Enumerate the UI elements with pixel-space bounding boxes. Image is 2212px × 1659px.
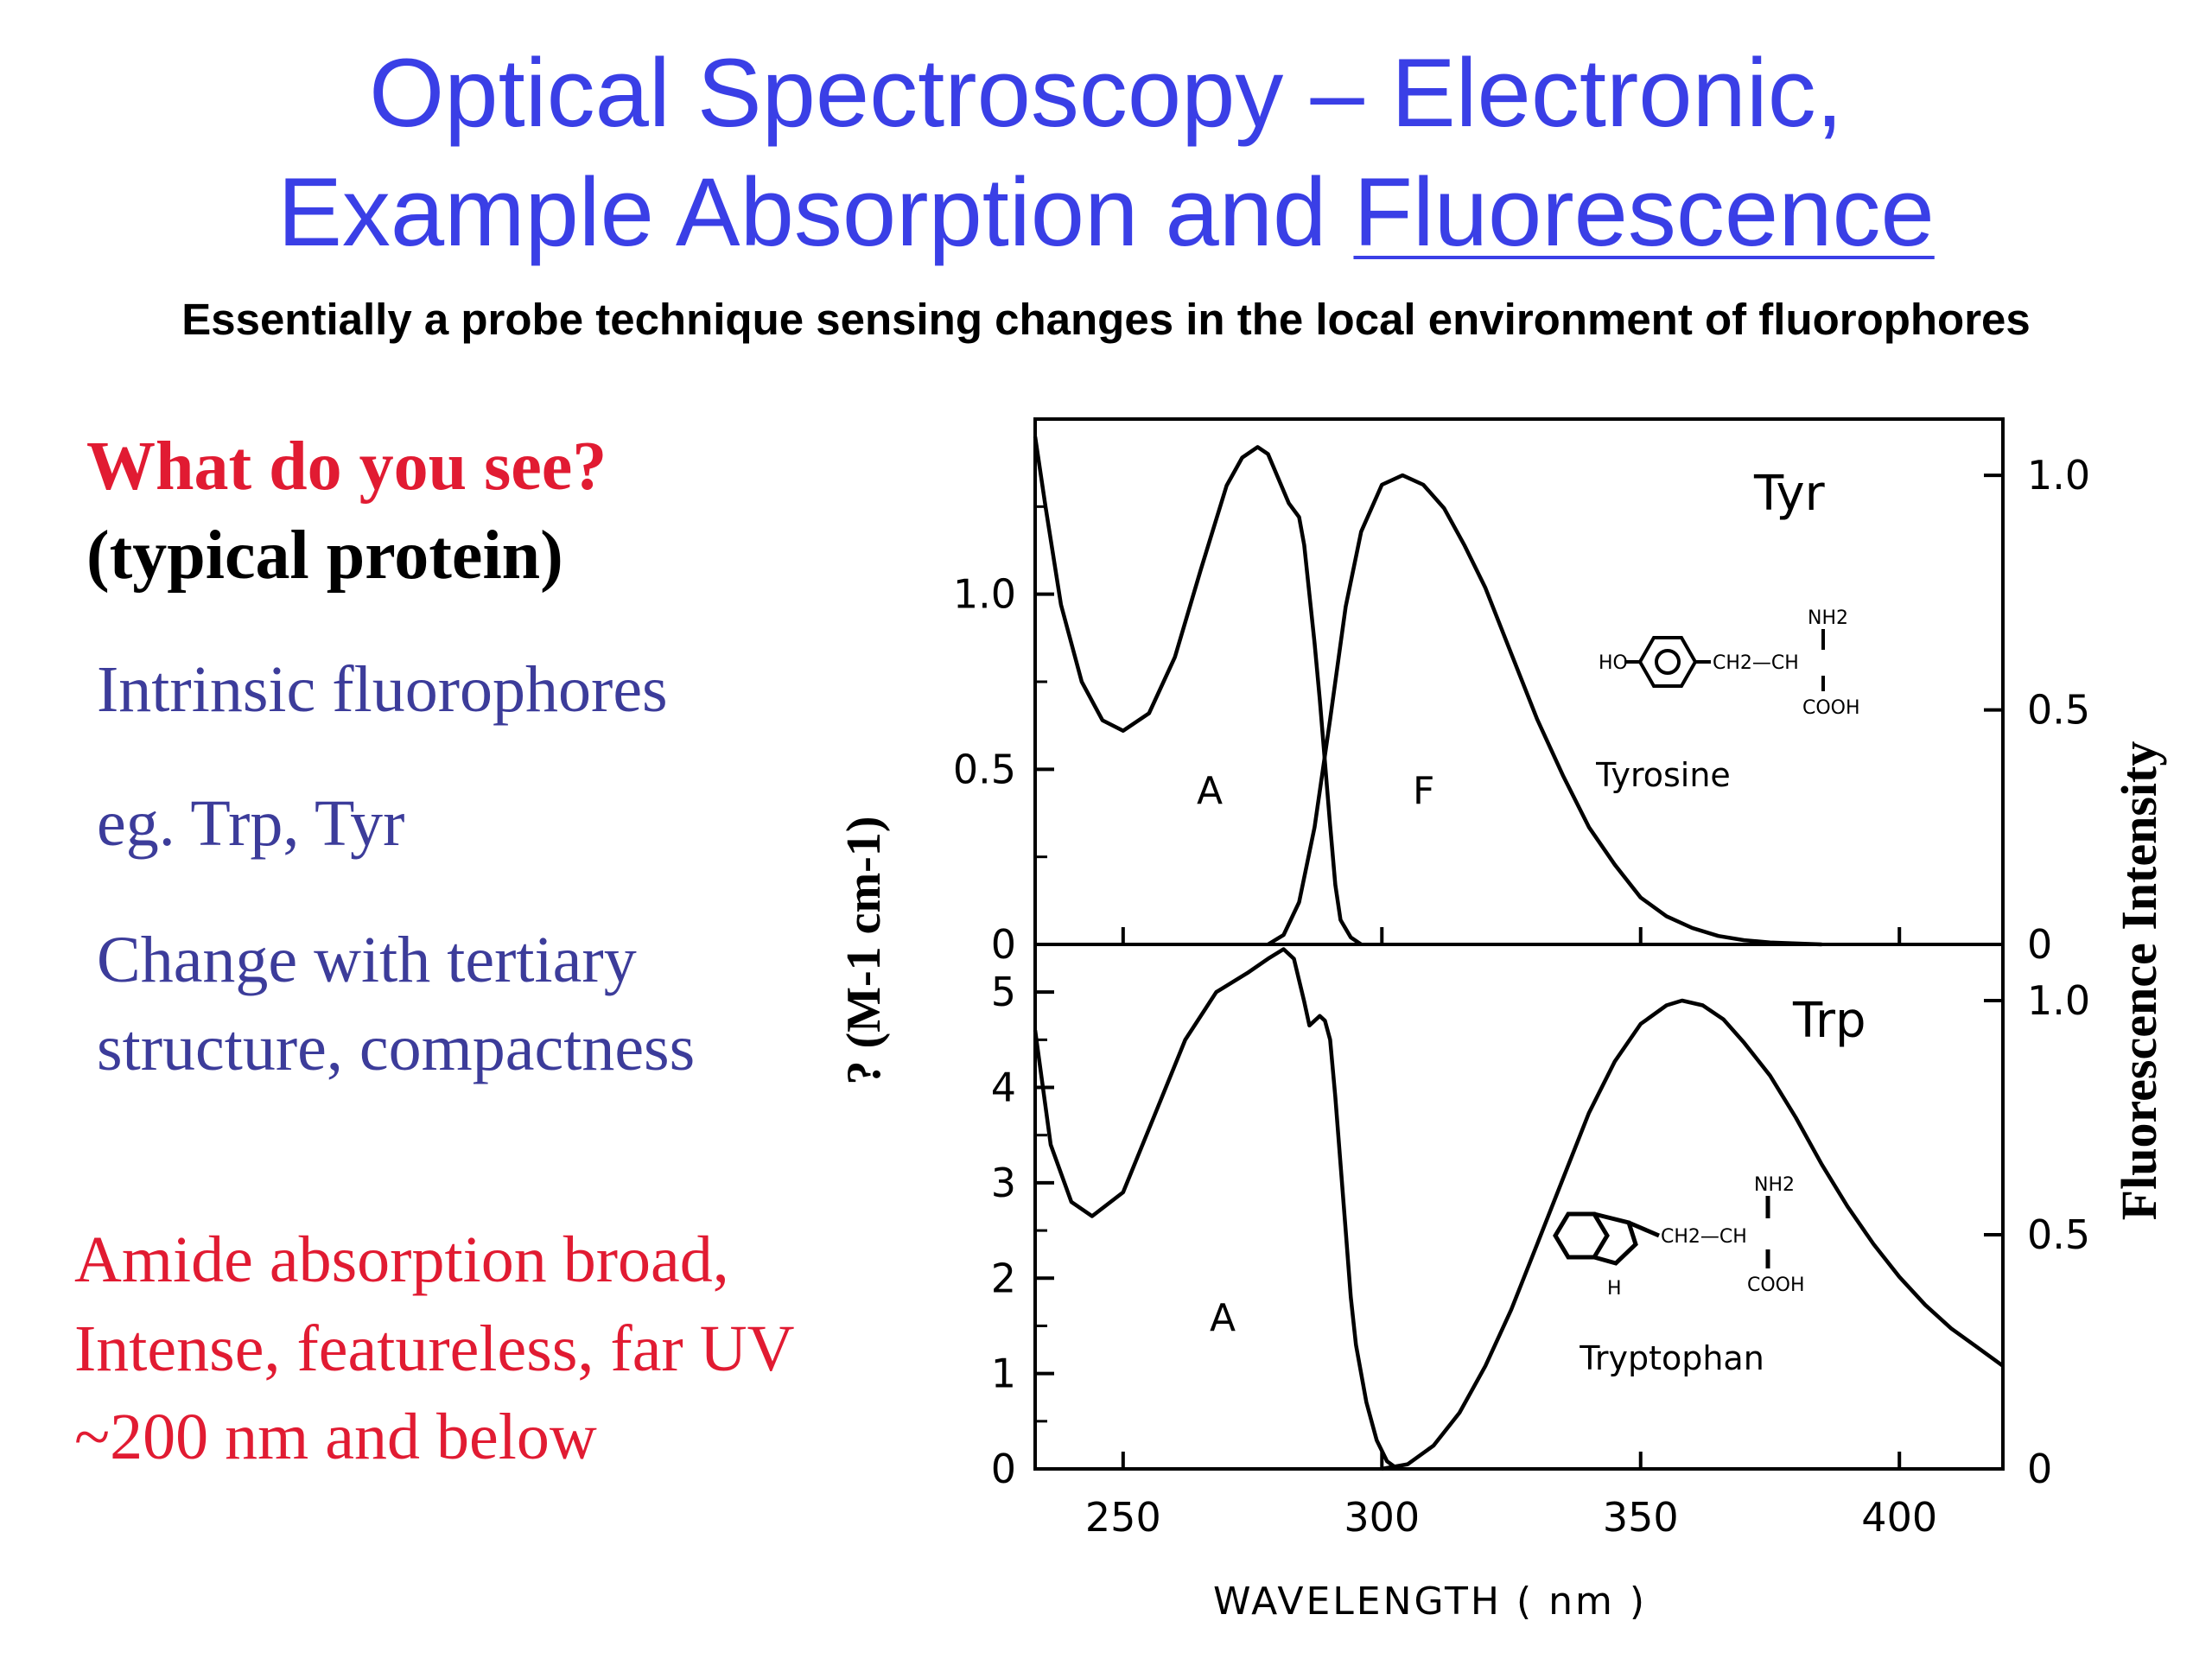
left-tick-label: 4	[991, 1065, 1016, 1111]
left-tick-label: 1.0	[953, 571, 1016, 618]
curve-tyr-f	[1267, 473, 1822, 947]
panel-label-trp: Trp	[1792, 993, 1866, 1049]
right-tick-label: 1.0	[2027, 977, 2090, 1024]
amide-note-line3: ~200 nm and below	[74, 1401, 597, 1473]
question-heading: What do you see?	[86, 429, 607, 505]
svg-text:HO: HO	[1599, 652, 1628, 674]
curve-tyr-a	[1033, 435, 1363, 946]
x-axis-label: WAVELENGTH ( nm )	[1213, 1580, 1647, 1624]
svg-text:COOH: COOH	[1802, 697, 1860, 719]
left-tick-label: 0	[991, 921, 1016, 968]
x-tick-label: 300	[1344, 1494, 1420, 1541]
svg-text:NH2: NH2	[1754, 1174, 1795, 1196]
left-tick-label: 0	[991, 1446, 1016, 1492]
molecule-name-tryptophan: Tryptophan	[1579, 1339, 1764, 1377]
tryptophan-structure-diagram: H CH2—CH NH2 COOH	[1553, 1174, 1805, 1300]
point-intrinsic-fluorophores: Intrinsic fluorophores	[97, 653, 668, 726]
question-subheading: (typical protein)	[86, 518, 563, 594]
slide-title-line2: Example Absorption and Fluorescence	[0, 164, 2212, 261]
x-tick-label: 250	[1085, 1494, 1161, 1541]
x-tick-label: 400	[1861, 1494, 1937, 1541]
curve-trp-f	[1381, 998, 2005, 1471]
right-tick-label: 0	[2027, 921, 2052, 968]
left-y-axis-label: ? (M-1 cm-1)	[837, 817, 891, 1085]
amide-note-line1: Amide absorption broad,	[74, 1224, 729, 1296]
molecule-name-tyrosine: Tyrosine	[1595, 756, 1731, 794]
svg-text:NH2: NH2	[1808, 607, 1848, 629]
svg-text:COOH: COOH	[1747, 1274, 1805, 1296]
left-tick-label: 5	[991, 969, 1016, 1015]
tyrosine-structure-diagram: HO CH2—CH NH2 COOH	[1599, 607, 1860, 719]
point-change-line1: Change with tertiary	[97, 924, 637, 996]
peak-label-tyr-a: A	[1197, 769, 1223, 813]
right-tick-label: 1.0	[2027, 452, 2090, 499]
title-fluorescence-link[interactable]: Fluorescence	[1353, 158, 1935, 266]
right-tick-label: 0.5	[2027, 687, 2090, 734]
svg-text:CH2—CH: CH2—CH	[1713, 652, 1799, 674]
chart-curves	[1033, 435, 2005, 1471]
point-examples: eg. Trp, Tyr	[97, 787, 405, 860]
left-tick-label: 0.5	[953, 746, 1016, 792]
x-tick-label: 350	[1603, 1494, 1679, 1541]
svg-text:H: H	[1607, 1278, 1622, 1300]
amide-note-line2: Intense, featureless, far UV	[74, 1313, 795, 1385]
chart-frame	[1033, 417, 2005, 1471]
right-y-axis-label: Fluorescence Intensity	[2111, 741, 2167, 1221]
peak-label-tyr-f: F	[1413, 769, 1434, 813]
right-tick-label: 0.5	[2027, 1211, 2090, 1258]
point-change-line2: structure, compactness	[97, 1012, 696, 1084]
peak-label-trp-a: A	[1210, 1296, 1236, 1340]
right-tick-label: 0	[2027, 1446, 2052, 1492]
title-line2-text: Example Absorption and	[277, 158, 1354, 266]
svg-text:CH2—CH: CH2—CH	[1661, 1226, 1747, 1248]
panel-label-tyr: Tyr	[1753, 466, 1826, 522]
left-tick-label: 2	[991, 1255, 1016, 1301]
curve-trp-a	[1033, 947, 1399, 1471]
slide-title-line1: Optical Spectroscopy – Electronic,	[369, 39, 1843, 147]
left-tick-label: 3	[991, 1160, 1016, 1206]
slide-subtitle: Essentially a probe technique sensing ch…	[181, 295, 2031, 344]
left-tick-label: 1	[991, 1351, 1016, 1397]
